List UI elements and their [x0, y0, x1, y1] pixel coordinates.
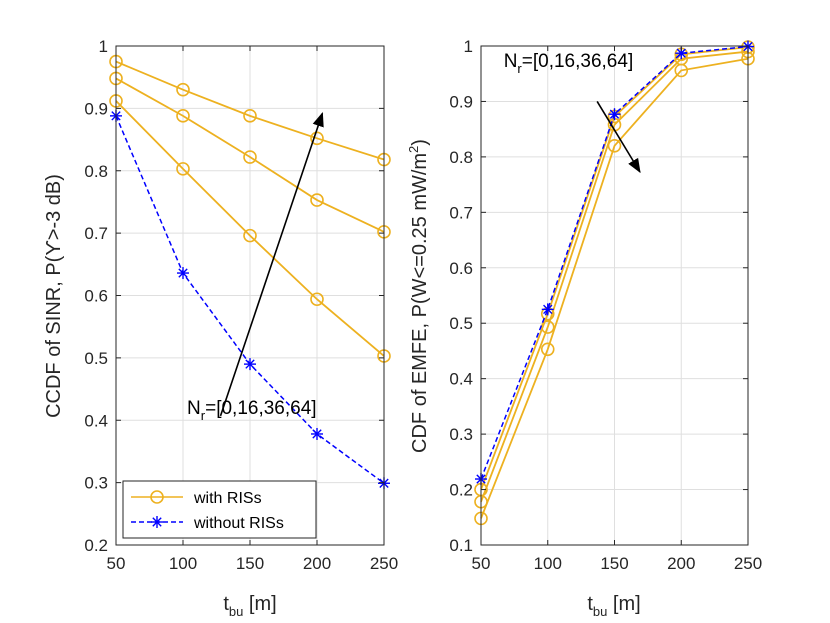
right-ytick-label-0.7: 0.7: [449, 203, 473, 222]
right-x-axis-label: tbu [m]: [587, 593, 640, 619]
left-annotation-label: Nr=[0,16,36,64]: [187, 398, 317, 423]
left-xtick-label-100: 100: [169, 554, 197, 573]
right-tick-labels: 50 100 150 200 250 0.1 0.2 0.3 0.4 0.5 0.6 0.7 0.8 0.…: [449, 37, 762, 573]
right-series-0-point-100: [540, 342, 555, 357]
legend-with-ris-label: with RISs: [193, 490, 262, 507]
left-series-3-point-200: [311, 427, 323, 440]
right-xtick-label-250: 250: [734, 554, 762, 573]
right-xtick-label-200: 200: [667, 554, 695, 573]
left-series-3-point-150: [244, 358, 256, 371]
left-series-0-line: [115, 60, 385, 161]
right-series-1-line: [480, 50, 749, 503]
right-ytick-label-0.4: 0.4: [449, 370, 473, 389]
left-series-2-point-150: [243, 228, 257, 243]
left-subplot-ccdf-sinr: 50 100 150 200 2500.20.30.40.50.60.70.80.91 …: [43, 37, 398, 619]
left-x-axis-label: tbu [m]: [223, 593, 276, 619]
left-xtick-label-200: 200: [303, 554, 331, 573]
left-tick-labels: 50 100 150 200 250 0.2 0.3 0.4 0.5 0.6 0.7 0.8 0.9 1: [84, 37, 398, 573]
left-ytick-label-0.2: 0.2: [84, 536, 108, 555]
legend-without-ris-label: without RISs: [193, 515, 284, 532]
left-series-3-point-100: [177, 267, 189, 280]
left-xtick-label-150: 150: [236, 554, 264, 573]
right-ytick-label-0.3: 0.3: [449, 425, 473, 444]
right-series-0-point-150: [607, 139, 622, 153]
left-xtick-label-50: 50: [107, 554, 126, 573]
left-ytick-label-0.3: 0.3: [84, 474, 108, 493]
left-series-2-point-200: [310, 292, 324, 307]
right-ytick-label-0.9: 0.9: [449, 92, 473, 111]
left-annotation: Nr=[0,16,36,64]: [187, 112, 324, 423]
right-series-3-point-100: [541, 303, 554, 316]
left-ytick-label-0.9: 0.9: [84, 99, 108, 118]
legend-with-ris-marker: [150, 490, 164, 504]
right-xtick-label-100: 100: [534, 554, 562, 573]
left-ytick-label-0.6: 0.6: [84, 287, 108, 306]
left-ytick-label-1: 1: [99, 37, 108, 56]
legend: with RISs without RISs: [122, 480, 317, 539]
right-annotation-label: Nr=[0,16,36,64]: [504, 51, 634, 76]
left-xtick-label-250: 250: [370, 554, 398, 573]
left-ytick-label-0.7: 0.7: [84, 224, 108, 243]
right-y-axis-label: CDF of EMFE, P(W<=0.25 mW/m2): [406, 139, 431, 453]
left-axes-box: [115, 45, 385, 546]
right-ytick-label-0.2: 0.2: [449, 481, 473, 500]
right-ytick-label-1: 1: [464, 37, 473, 56]
right-series-0-line: [480, 57, 749, 519]
right-ytick-label-0.6: 0.6: [449, 259, 473, 278]
right-ytick-label-0.5: 0.5: [449, 314, 473, 333]
left-series-0-point-100: [176, 82, 190, 97]
left-y-axis-label: CCDF of SINR, P(ϒ>-3 dB): [43, 174, 65, 418]
left-ytick-label-0.8: 0.8: [84, 162, 108, 181]
left-series-group: [109, 54, 391, 490]
left-series-1-point-100: [176, 109, 190, 123]
right-axes-box: [480, 45, 749, 546]
left-series-1-point-150: [243, 150, 257, 164]
right-series-group: [474, 40, 755, 526]
left-annotation-arrow: [219, 112, 324, 417]
left-series-2-line: [115, 100, 385, 357]
right-subplot-cdf-emfe: 50 100 150 200 250 0.1 0.2 0.3 0.4 0.5 0.6 0.7 0.8 0.…: [406, 37, 762, 619]
left-series-0-point-150: [243, 109, 257, 123]
left-series-0-point-200: [310, 131, 324, 146]
right-series-3-point-150: [608, 108, 621, 121]
right-ytick-label-0.8: 0.8: [449, 148, 473, 167]
left-ytick-label-0.4: 0.4: [84, 411, 108, 430]
right-xtick-label-50: 50: [472, 554, 491, 573]
left-ytick-label-0.5: 0.5: [84, 349, 108, 368]
left-series-1-line: [115, 77, 385, 233]
right-ytick-label-0.1: 0.1: [449, 536, 473, 555]
left-series-2-point-100: [176, 162, 190, 176]
right-xtick-label-150: 150: [600, 554, 628, 573]
left-series-1-point-200: [310, 193, 324, 207]
right-annotation-arrow: [596, 101, 641, 174]
legend-without-ris-marker: [151, 516, 163, 528]
right-annotation: Nr=[0,16,36,64]: [504, 51, 641, 174]
